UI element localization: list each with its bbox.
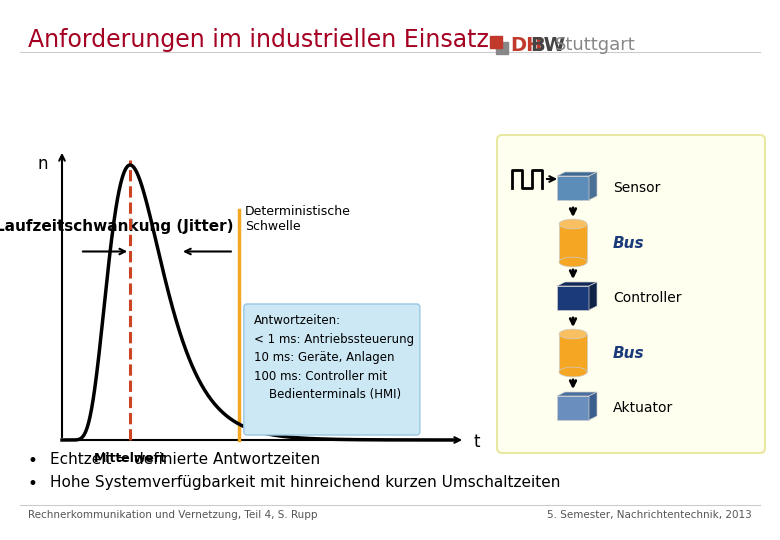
- Bar: [557, 286, 589, 310]
- Text: •: •: [28, 452, 38, 470]
- Text: n: n: [37, 155, 48, 173]
- Polygon shape: [557, 172, 597, 176]
- Ellipse shape: [559, 219, 587, 229]
- Bar: [559, 224, 587, 262]
- Bar: [559, 334, 587, 372]
- Text: Bus: Bus: [613, 235, 644, 251]
- Bar: [557, 396, 589, 420]
- Text: Controller: Controller: [613, 291, 682, 305]
- Ellipse shape: [559, 329, 587, 339]
- Text: Echtzeit = definierte Antwortzeiten: Echtzeit = definierte Antwortzeiten: [50, 452, 320, 467]
- Polygon shape: [557, 282, 597, 286]
- Text: t: t: [473, 433, 480, 451]
- Text: Laufzeitschwankung (Jitter): Laufzeitschwankung (Jitter): [0, 219, 234, 233]
- Polygon shape: [589, 172, 597, 200]
- Text: Sensor: Sensor: [613, 181, 661, 195]
- Bar: [496, 42, 508, 54]
- FancyBboxPatch shape: [244, 304, 420, 435]
- Text: Hohe Systemverfügbarkeit mit hinreichend kurzen Umschaltzeiten: Hohe Systemverfügbarkeit mit hinreichend…: [50, 475, 560, 490]
- Bar: [557, 176, 589, 200]
- Polygon shape: [589, 282, 597, 310]
- Text: 5. Semester, Nachrichtentechnik, 2013: 5. Semester, Nachrichtentechnik, 2013: [548, 510, 752, 520]
- Polygon shape: [589, 392, 597, 420]
- Text: •: •: [28, 475, 38, 493]
- Text: DH: DH: [510, 36, 542, 55]
- Text: Antwortzeiten:
< 1 ms: Antriebssteuerung
10 ms: Geräte, Anlagen
100 ms: Controll: Antwortzeiten: < 1 ms: Antriebssteuerung…: [254, 314, 414, 401]
- Text: Anforderungen im industriellen Einsatz: Anforderungen im industriellen Einsatz: [28, 28, 489, 52]
- Text: Rechnerkommunikation und Vernetzung, Teil 4, S. Rupp: Rechnerkommunikation und Vernetzung, Tei…: [28, 510, 317, 520]
- Text: Bus: Bus: [613, 346, 644, 361]
- Text: BW: BW: [530, 36, 566, 55]
- Ellipse shape: [559, 367, 587, 377]
- Ellipse shape: [559, 257, 587, 267]
- Text: Aktuator: Aktuator: [613, 401, 673, 415]
- Text: Stuttgart: Stuttgart: [555, 36, 636, 54]
- Text: Deterministische
Schwelle: Deterministische Schwelle: [245, 205, 351, 233]
- FancyBboxPatch shape: [497, 135, 765, 453]
- Bar: [490, 36, 502, 48]
- Polygon shape: [557, 392, 597, 396]
- Text: Mittelwert: Mittelwert: [94, 452, 166, 465]
